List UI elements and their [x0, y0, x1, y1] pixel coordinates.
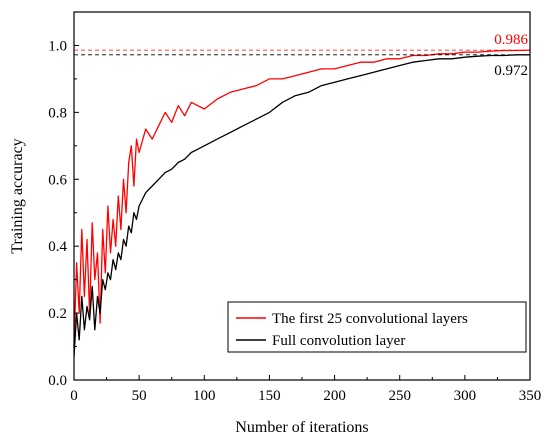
x-tick-label: 0: [70, 388, 78, 404]
x-tick-label: 50: [132, 388, 147, 404]
legend-label-full-convolution: Full convolution layer: [272, 333, 405, 349]
series-layer: [73, 49, 531, 357]
series-line-0: [73, 49, 531, 347]
x-tick-label: 250: [388, 388, 411, 404]
x-tick-label: 300: [454, 388, 477, 404]
series-line-1: [73, 54, 530, 357]
y-tick-label: 0.0: [48, 373, 67, 389]
legend-label-first-25-layers: The first 25 convolutional layers: [272, 311, 468, 327]
reference-label-1: 0.972: [494, 63, 528, 79]
reference-annotations: 0.986 0.972: [494, 32, 528, 79]
x-axis-title: Number of iterations: [235, 419, 368, 436]
x-axis-ticks: 0 50 100 150 200 250 300 350: [70, 375, 541, 404]
x-tick-label: 100: [193, 388, 216, 404]
reference-label-0: 0.986: [494, 32, 528, 48]
y-tick-label: 0.4: [48, 239, 67, 255]
y-tick-label: 0.2: [48, 306, 67, 322]
x-tick-label: 350: [519, 388, 542, 404]
x-tick-label: 150: [258, 388, 281, 404]
y-axis-ticks: 0.0 0.2 0.4 0.6 0.8 1.0: [48, 11, 79, 389]
y-tick-label: 1.0: [48, 38, 67, 54]
x-tick-label: 200: [323, 388, 346, 404]
y-tick-label: 0.8: [48, 105, 67, 121]
y-tick-label: 0.6: [48, 172, 67, 188]
legend-box: [227, 301, 527, 353]
reference-lines: [74, 49, 530, 56]
legend: The first 25 convolutional layers Full c…: [227, 301, 527, 353]
y-axis-title: Training accuracy: [9, 138, 26, 253]
